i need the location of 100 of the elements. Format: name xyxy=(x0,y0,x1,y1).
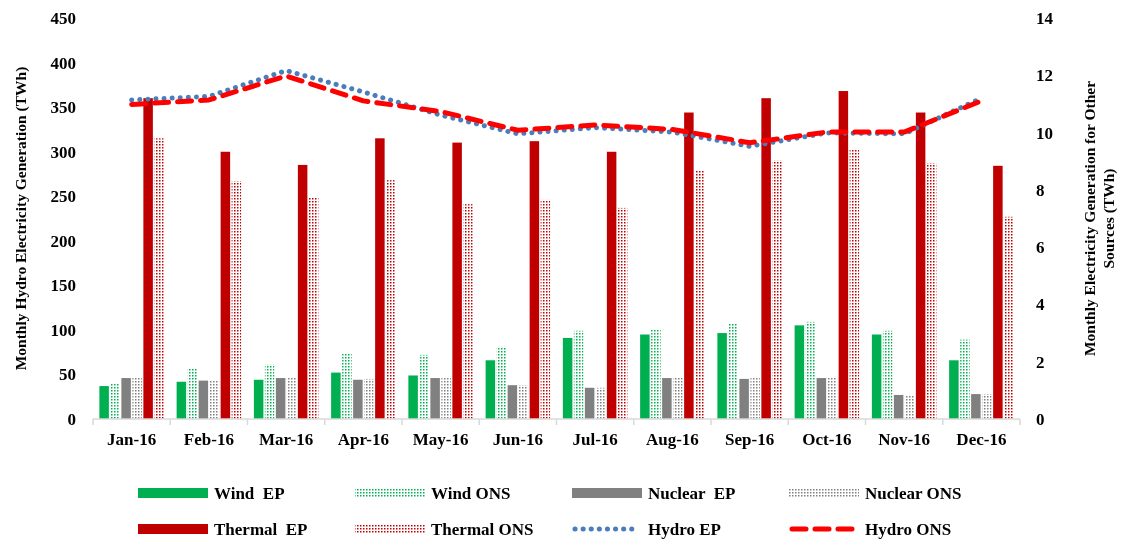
y-tick-label: 450 xyxy=(50,8,76,28)
bar xyxy=(518,385,529,419)
bar xyxy=(915,112,926,419)
legend-label: Wind EP xyxy=(214,483,285,503)
x-tick-label: Sep-16 xyxy=(725,430,775,449)
bar xyxy=(794,325,805,419)
bar xyxy=(772,160,782,419)
bar xyxy=(264,364,275,419)
bar xyxy=(220,151,231,419)
bar xyxy=(595,387,606,419)
bar xyxy=(463,204,473,419)
y-tick-label: 50 xyxy=(59,365,76,385)
x-tick-label: Oct-16 xyxy=(802,430,852,449)
bar xyxy=(353,379,363,419)
bar xyxy=(717,333,727,419)
bar xyxy=(231,181,242,419)
bar xyxy=(209,380,220,419)
bar xyxy=(960,339,970,419)
bar xyxy=(1004,216,1014,419)
bar xyxy=(606,151,617,419)
x-tick-label: Aug-16 xyxy=(645,430,699,449)
bar xyxy=(761,98,771,419)
bar xyxy=(297,164,308,419)
bar xyxy=(617,207,628,419)
bar xyxy=(386,180,396,419)
legend-label: Hydro ONS xyxy=(865,519,952,539)
y2-tick-label: 2 xyxy=(1036,352,1045,372)
x-tick-label: Jan-16 xyxy=(107,430,157,449)
bar xyxy=(342,353,352,419)
bar xyxy=(485,360,496,419)
x-tick-label: Jul-16 xyxy=(572,430,618,449)
bar xyxy=(640,334,650,419)
legend-label: Nuclear ONS xyxy=(865,483,962,503)
bar xyxy=(904,394,915,419)
y2-tick-label: 12 xyxy=(1036,66,1053,86)
y2-tick-label: 14 xyxy=(1036,8,1054,28)
bar xyxy=(452,142,462,419)
bar xyxy=(684,112,694,419)
y2-axis-title: Monthly Electricity Generation for Other Sources (TWh) xyxy=(1081,80,1118,357)
x-tick-label: Feb-16 xyxy=(183,430,234,449)
legend-label: Thermal ONS xyxy=(431,519,534,539)
x-tick-label: Nov-16 xyxy=(878,430,931,449)
bar xyxy=(430,378,440,419)
x-tick-label: Apr-16 xyxy=(337,430,390,449)
bar xyxy=(849,148,860,419)
legend-label: Wind ONS xyxy=(431,483,511,503)
bar xyxy=(331,372,341,419)
bar xyxy=(154,138,164,419)
y2-tick-label: 8 xyxy=(1036,180,1045,200)
bar xyxy=(982,394,992,419)
bar xyxy=(805,321,816,419)
bar xyxy=(286,377,297,419)
x-tick-label: Jun-16 xyxy=(492,430,543,449)
bar xyxy=(99,386,109,419)
x-tick-label: May-16 xyxy=(412,430,469,449)
bar xyxy=(838,91,849,419)
bar xyxy=(176,381,187,419)
bar xyxy=(695,170,705,419)
bar xyxy=(584,387,595,419)
bar xyxy=(651,329,661,419)
bar xyxy=(893,394,904,419)
bar xyxy=(308,197,319,419)
bar xyxy=(364,378,374,419)
bar xyxy=(882,330,893,419)
y-tick-label: 0 xyxy=(67,409,76,429)
bar xyxy=(662,378,672,419)
bar xyxy=(949,360,959,419)
y-tick-label: 350 xyxy=(50,98,76,118)
y2-tick-label: 10 xyxy=(1036,123,1053,143)
y-tick-label: 150 xyxy=(50,276,76,296)
bar xyxy=(827,377,838,419)
bar xyxy=(143,98,153,419)
bar xyxy=(275,378,286,419)
y-tick-label: 400 xyxy=(50,53,76,73)
y-tick-label: 100 xyxy=(50,320,76,340)
y2-tick-label: 4 xyxy=(1036,295,1045,315)
bar xyxy=(673,377,683,419)
x-tick-label: Mar-16 xyxy=(259,430,314,449)
bar xyxy=(441,378,451,419)
bar xyxy=(529,141,540,419)
legend-label: Nuclear EP xyxy=(648,483,736,503)
y2-tick-label: 6 xyxy=(1036,238,1045,258)
bar xyxy=(121,378,131,419)
y-tick-label: 300 xyxy=(50,142,76,162)
bar xyxy=(507,385,518,419)
bar xyxy=(993,165,1003,419)
bar xyxy=(739,378,749,419)
bar xyxy=(750,378,760,419)
bar xyxy=(540,199,551,419)
x-tick-label: Dec-16 xyxy=(956,430,1007,449)
bar xyxy=(187,368,198,419)
bar xyxy=(816,378,827,419)
bar xyxy=(496,346,507,419)
bar xyxy=(562,337,573,419)
y2-tick-label: 0 xyxy=(1036,409,1045,429)
bar xyxy=(375,138,385,419)
bar xyxy=(419,354,429,419)
y-tick-label: 200 xyxy=(50,231,76,251)
bar xyxy=(971,394,981,419)
bar xyxy=(110,383,120,419)
